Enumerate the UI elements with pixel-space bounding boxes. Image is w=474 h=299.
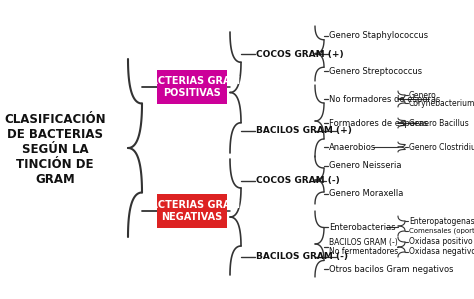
Text: BACILOS GRAM (-): BACILOS GRAM (-) xyxy=(329,237,398,246)
Text: Otros bacilos Gram negativos: Otros bacilos Gram negativos xyxy=(329,265,454,274)
Text: Corynebacterium: Corynebacterium xyxy=(409,98,474,108)
Text: Oxidasa negativo: Oxidasa negativo xyxy=(409,248,474,257)
Text: Genero Streptococcus: Genero Streptococcus xyxy=(329,66,422,76)
FancyBboxPatch shape xyxy=(157,70,227,104)
Text: Enteropatogenas: Enteropatogenas xyxy=(409,216,474,225)
Text: Enterobacterias: Enterobacterias xyxy=(329,222,396,231)
Text: Genero Staphylococcus: Genero Staphylococcus xyxy=(329,31,428,40)
Text: Anaerobios: Anaerobios xyxy=(329,143,376,152)
Text: No formadores de esporas: No formadores de esporas xyxy=(329,94,440,103)
Text: Genero Moraxella: Genero Moraxella xyxy=(329,190,403,199)
Text: BACILOS GRAM (-): BACILOS GRAM (-) xyxy=(256,252,348,262)
Text: Genero Neisseria: Genero Neisseria xyxy=(329,161,401,170)
Text: Genero Bacillus: Genero Bacillus xyxy=(409,118,469,127)
Text: BACTERIAS GRAM
POSITIVAS: BACTERIAS GRAM POSITIVAS xyxy=(144,76,241,98)
Text: Genero Clostridium: Genero Clostridium xyxy=(409,143,474,152)
Text: Comensales (oportunistas): Comensales (oportunistas) xyxy=(409,228,474,234)
Text: CLASIFICACIÓN
DE BACTERIAS
SEGÚN LA
TINCIÓN DE
GRAM: CLASIFICACIÓN DE BACTERIAS SEGÚN LA TINC… xyxy=(4,113,106,186)
Text: Oxidasa positivo: Oxidasa positivo xyxy=(409,237,473,246)
Text: Formadores de esporas: Formadores de esporas xyxy=(329,118,428,127)
Text: COCOS GRAM (-): COCOS GRAM (-) xyxy=(256,176,340,185)
Text: BACTERIAS GRAM
NEGATIVAS: BACTERIAS GRAM NEGATIVAS xyxy=(144,200,241,222)
Text: BACILOS GRAM (+): BACILOS GRAM (+) xyxy=(256,126,352,135)
Text: Genero: Genero xyxy=(409,91,437,100)
Text: COCOS GRAM (+): COCOS GRAM (+) xyxy=(256,50,344,59)
Text: No fermentadores: No fermentadores xyxy=(329,246,398,256)
FancyBboxPatch shape xyxy=(157,194,227,228)
